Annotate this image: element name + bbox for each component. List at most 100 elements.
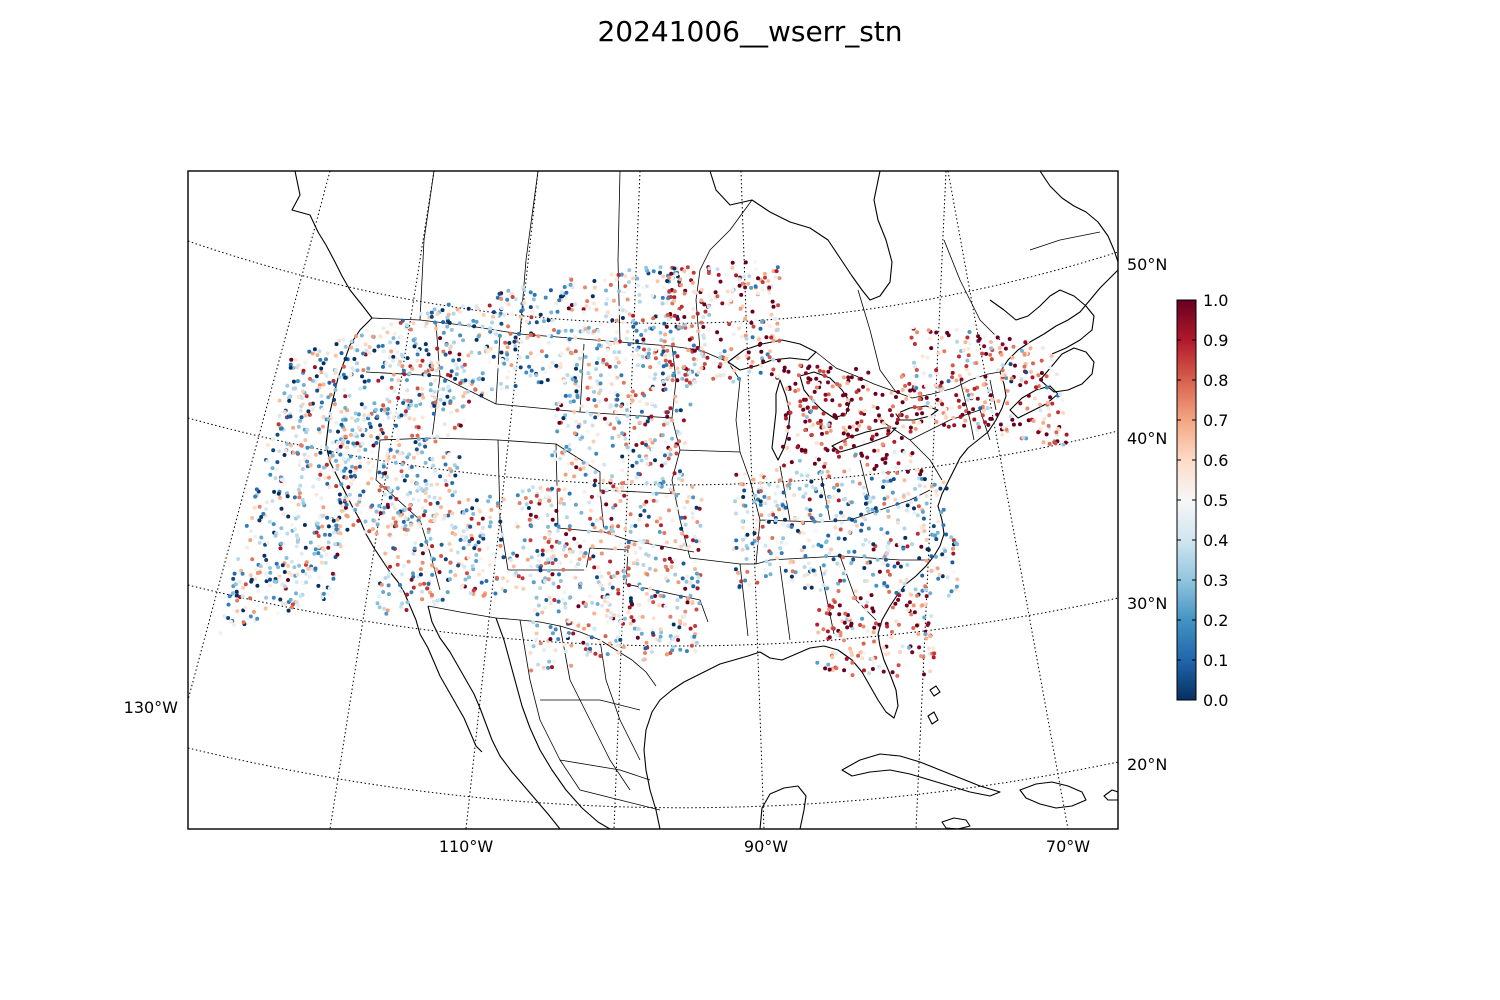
station-point	[559, 290, 564, 295]
station-point	[679, 526, 684, 531]
station-point	[827, 607, 832, 612]
station-point	[830, 398, 835, 403]
station-point	[480, 568, 485, 573]
station-point	[784, 416, 788, 421]
station-point	[771, 338, 776, 343]
station-point	[376, 378, 381, 383]
station-point	[903, 383, 908, 388]
station-point	[427, 494, 432, 499]
colorbar-tick-label: 0.1	[1203, 651, 1228, 670]
station-point	[306, 454, 311, 459]
station-point	[855, 523, 860, 528]
station-point	[931, 646, 936, 651]
station-point	[406, 398, 411, 403]
station-point	[917, 391, 922, 396]
station-point	[674, 272, 679, 277]
station-point	[536, 380, 541, 385]
station-point	[289, 357, 294, 362]
station-point	[943, 549, 948, 553]
station-point	[505, 357, 510, 362]
station-point	[1032, 396, 1037, 401]
station-point	[444, 482, 449, 487]
station-point	[675, 378, 680, 383]
station-point	[569, 328, 574, 333]
station-point	[781, 536, 786, 541]
station-point	[367, 345, 372, 349]
station-point	[809, 409, 814, 414]
station-point	[551, 554, 556, 559]
station-point	[674, 408, 679, 413]
station-point	[1018, 401, 1023, 406]
station-point	[651, 491, 655, 496]
station-point	[433, 468, 438, 473]
station-point	[252, 505, 257, 510]
station-point	[423, 460, 428, 465]
station-point	[871, 404, 876, 409]
station-point	[686, 348, 691, 353]
station-point	[853, 589, 858, 594]
station-point	[312, 551, 317, 556]
station-point	[705, 355, 710, 360]
station-point	[392, 331, 397, 336]
station-point	[678, 408, 683, 413]
station-point	[660, 295, 665, 300]
station-point	[783, 517, 787, 522]
station-point	[1053, 441, 1058, 446]
station-point	[607, 582, 612, 586]
station-point	[311, 484, 316, 489]
station-point	[297, 491, 302, 496]
station-point	[384, 611, 389, 616]
station-point	[887, 425, 892, 430]
station-point	[645, 462, 650, 466]
station-point	[724, 356, 729, 361]
station-point	[563, 649, 568, 654]
station-point	[331, 518, 336, 523]
station-point	[404, 608, 409, 612]
station-point	[606, 600, 611, 605]
station-point	[642, 657, 647, 662]
station-point	[763, 501, 768, 506]
station-point	[699, 298, 704, 303]
station-point	[637, 293, 642, 297]
station-point	[425, 586, 430, 591]
station-point	[573, 379, 578, 384]
station-point	[1013, 363, 1017, 368]
station-point	[610, 524, 615, 529]
station-point	[924, 594, 929, 599]
station-point	[315, 388, 320, 393]
station-point	[275, 611, 280, 616]
station-point	[795, 445, 800, 450]
station-point	[978, 406, 983, 411]
station-point	[317, 385, 322, 390]
station-point	[362, 417, 366, 422]
station-point	[294, 580, 299, 585]
station-point	[586, 325, 591, 330]
station-point	[429, 314, 434, 319]
station-point	[916, 632, 921, 636]
station-point	[957, 405, 962, 409]
station-point	[907, 600, 912, 605]
station-point	[965, 388, 970, 393]
station-point	[358, 386, 362, 391]
station-point	[665, 568, 670, 572]
station-point	[776, 303, 781, 308]
station-point	[396, 510, 401, 515]
station-point	[785, 386, 790, 391]
station-point	[586, 623, 591, 628]
station-point	[608, 610, 613, 615]
station-point	[846, 432, 850, 437]
station-point	[472, 525, 477, 530]
station-point	[392, 389, 397, 394]
station-point	[809, 432, 814, 437]
station-point	[638, 546, 643, 551]
station-point	[590, 544, 595, 549]
station-point	[272, 489, 277, 494]
station-point	[595, 575, 599, 580]
station-point	[277, 449, 281, 454]
station-point	[294, 544, 299, 549]
station-point	[685, 600, 690, 605]
station-point	[913, 587, 918, 592]
station-point	[521, 586, 526, 591]
station-point	[420, 597, 425, 602]
station-point	[231, 576, 236, 581]
